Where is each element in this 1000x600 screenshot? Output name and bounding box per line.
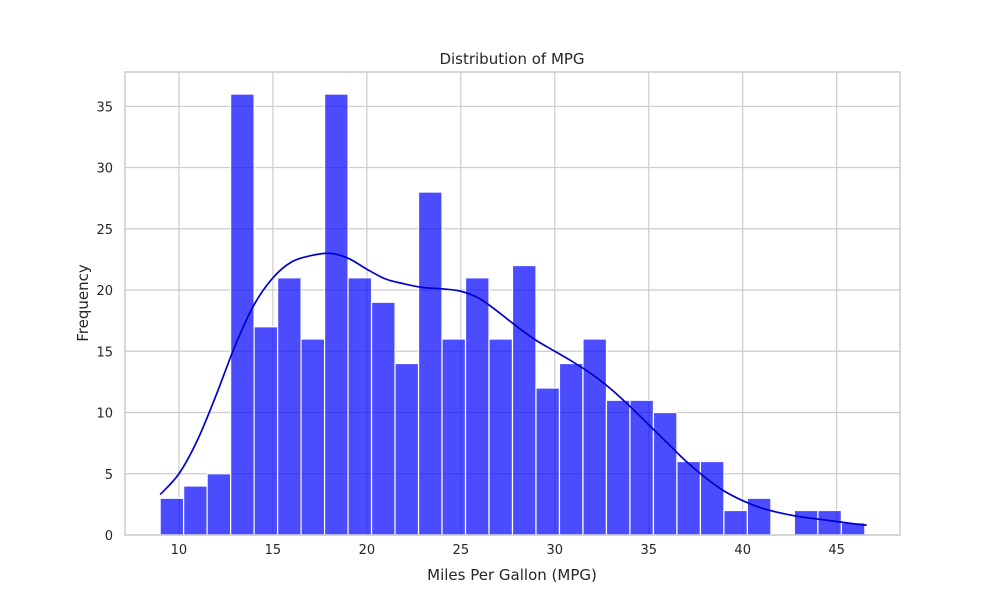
kde-curve <box>159 252 867 527</box>
y-tick-label-6: 30 <box>96 162 113 177</box>
chart-title: Distribution of MPG <box>439 50 584 68</box>
y-axis-label: Frequency <box>74 264 92 342</box>
histogram-bar-20 <box>629 399 655 536</box>
histogram-bar-6 <box>300 338 326 536</box>
histogram-bar-8 <box>347 277 373 536</box>
histogram-bar-18 <box>582 338 608 536</box>
histogram-bar-12 <box>441 338 467 536</box>
x-tick-label-1: 15 <box>265 543 282 558</box>
x-axis-label: Miles Per Gallon (MPG) <box>427 566 597 584</box>
histogram-bar-1 <box>183 485 208 536</box>
x-tick-label-4: 30 <box>547 543 564 558</box>
histogram-bar-10 <box>394 362 420 536</box>
x-tick-label-6: 40 <box>734 543 751 558</box>
histogram-bar-21 <box>652 411 678 536</box>
y-tick-label-2: 10 <box>96 407 113 422</box>
histogram-bar-27 <box>793 509 819 536</box>
histogram-bar-7 <box>323 93 349 536</box>
histogram-bar-14 <box>488 338 514 536</box>
histogram-bar-3 <box>230 93 255 536</box>
histogram-bar-19 <box>605 399 631 536</box>
histogram-bar-5 <box>276 277 302 536</box>
y-tick-label-4: 20 <box>96 284 113 299</box>
histogram-bar-2 <box>206 473 232 536</box>
x-tick-label-2: 20 <box>359 543 376 558</box>
x-tick-label-0: 10 <box>171 543 188 558</box>
histogram-bar-23 <box>699 460 725 536</box>
histogram-bars <box>159 93 866 536</box>
histogram-bar-4 <box>253 326 279 536</box>
y-tick-label-7: 35 <box>96 100 113 115</box>
histogram-bar-24 <box>723 509 749 536</box>
y-tick-label-0: 0 <box>105 529 113 544</box>
histogram-bar-22 <box>676 460 702 536</box>
plot-frame <box>124 71 901 536</box>
histogram-bar-13 <box>464 277 490 536</box>
x-tick-label-3: 25 <box>453 543 470 558</box>
y-tick-label-1: 5 <box>105 468 113 483</box>
x-tick-label-7: 45 <box>828 543 845 558</box>
y-tick-label-3: 15 <box>96 345 113 360</box>
histogram-bar-28 <box>817 509 842 536</box>
histogram-bar-16 <box>535 387 561 536</box>
histogram-bar-11 <box>417 191 443 536</box>
histogram-bar-15 <box>511 264 537 536</box>
x-tick-label-5: 35 <box>640 543 657 558</box>
histogram-bar-17 <box>558 362 584 536</box>
x-axis-ticks: 10 15 20 25 30 35 40 45 <box>171 543 845 558</box>
histogram-bar-9 <box>370 301 396 536</box>
histogram-bar-0 <box>159 497 185 536</box>
y-axis-ticks: 0 5 10 15 20 25 30 35 <box>96 100 113 544</box>
y-tick-label-5: 25 <box>96 223 113 238</box>
